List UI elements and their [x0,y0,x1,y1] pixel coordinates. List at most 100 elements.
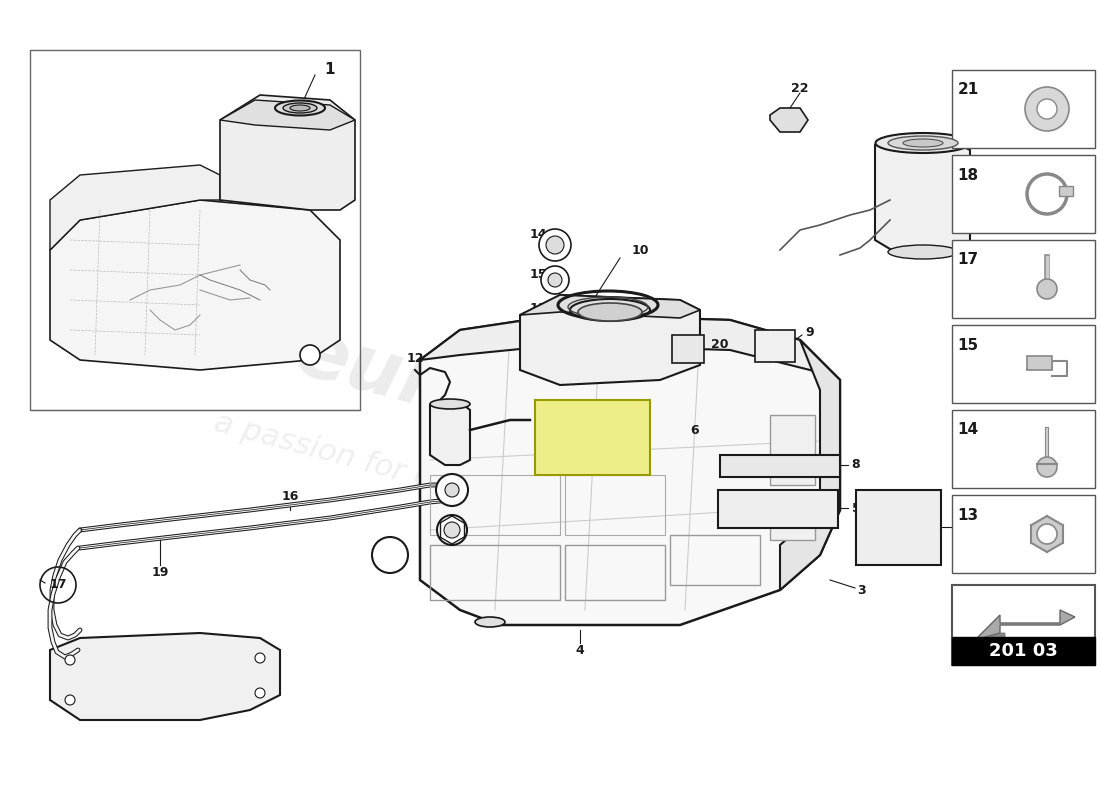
Polygon shape [874,138,970,255]
Circle shape [65,655,75,665]
Polygon shape [975,633,1005,647]
Circle shape [548,273,562,287]
Circle shape [1037,524,1057,544]
Circle shape [255,688,265,698]
Bar [430,475,560,535]
Ellipse shape [430,399,470,409]
Text: 16: 16 [282,490,299,503]
Circle shape [372,537,408,573]
Polygon shape [520,295,700,385]
Text: 17: 17 [50,578,67,591]
Ellipse shape [290,105,310,111]
Bar [565,475,666,535]
Bar [770,490,815,540]
Text: 15: 15 [529,269,547,282]
Circle shape [437,515,468,545]
Text: 21: 21 [444,485,460,495]
Bar [670,535,760,585]
Text: 13: 13 [957,507,979,522]
Bar [952,495,1094,573]
Ellipse shape [283,103,317,113]
Bar [952,240,1094,318]
Bar [565,545,666,600]
Text: 14: 14 [529,229,547,242]
Circle shape [541,266,569,294]
Polygon shape [50,633,280,720]
Circle shape [539,229,571,261]
Bar [755,330,795,362]
Text: a passion for cars since 1965: a passion for cars since 1965 [211,408,649,552]
Polygon shape [220,95,355,210]
Text: 4: 4 [575,643,584,657]
Circle shape [255,653,265,663]
Bar [1027,356,1052,370]
Polygon shape [520,295,700,318]
Bar [952,410,1094,488]
Text: 3: 3 [858,583,867,597]
Ellipse shape [275,101,324,115]
Text: 13: 13 [444,525,460,535]
Polygon shape [420,315,840,625]
Polygon shape [220,100,355,130]
Text: 14: 14 [957,422,979,438]
Ellipse shape [570,299,650,321]
Polygon shape [975,610,1075,640]
Text: 2: 2 [986,188,994,202]
Polygon shape [420,315,840,380]
Bar [672,335,704,363]
Circle shape [446,483,459,497]
Text: 9: 9 [805,326,814,339]
Text: 10: 10 [631,243,649,257]
Polygon shape [1032,534,1047,552]
Bar [535,400,650,475]
Ellipse shape [876,133,970,153]
Text: 17: 17 [957,253,979,267]
Text: 201 03: 201 03 [989,642,1058,660]
Polygon shape [50,200,340,370]
Polygon shape [1047,516,1063,534]
Bar [1059,186,1072,196]
Polygon shape [1047,534,1063,552]
Polygon shape [1032,516,1047,534]
Ellipse shape [578,303,642,321]
Circle shape [546,236,564,254]
Polygon shape [430,400,470,465]
Bar [718,490,838,528]
Text: 6: 6 [691,423,700,437]
Text: 19: 19 [152,566,168,578]
Text: 21: 21 [957,82,979,98]
Text: 7: 7 [956,521,965,534]
Bar [430,545,560,600]
Text: 18: 18 [382,549,398,562]
Text: 5: 5 [851,502,860,514]
Polygon shape [50,165,220,250]
Circle shape [65,695,75,705]
Text: 22: 22 [791,82,808,94]
Circle shape [300,345,320,365]
Bar [720,455,840,477]
Bar [952,325,1094,403]
Circle shape [436,474,468,506]
Bar [952,70,1094,148]
Polygon shape [1032,525,1047,543]
Bar [952,585,1094,665]
Circle shape [444,522,460,538]
Bar [30,50,360,410]
Polygon shape [1047,525,1063,543]
Circle shape [1025,87,1069,131]
Ellipse shape [888,136,958,150]
Text: eurocars: eurocars [289,315,671,485]
Ellipse shape [475,617,505,627]
Ellipse shape [888,245,958,259]
Text: 12: 12 [406,351,424,365]
Text: 8: 8 [851,458,860,471]
Bar [952,155,1094,233]
Bar [856,490,940,565]
Text: 18: 18 [957,167,979,182]
Text: 11: 11 [529,302,547,314]
Text: 20: 20 [712,338,728,351]
Bar [952,637,1094,665]
Polygon shape [780,340,840,590]
Circle shape [1037,279,1057,299]
Text: 15: 15 [957,338,979,353]
